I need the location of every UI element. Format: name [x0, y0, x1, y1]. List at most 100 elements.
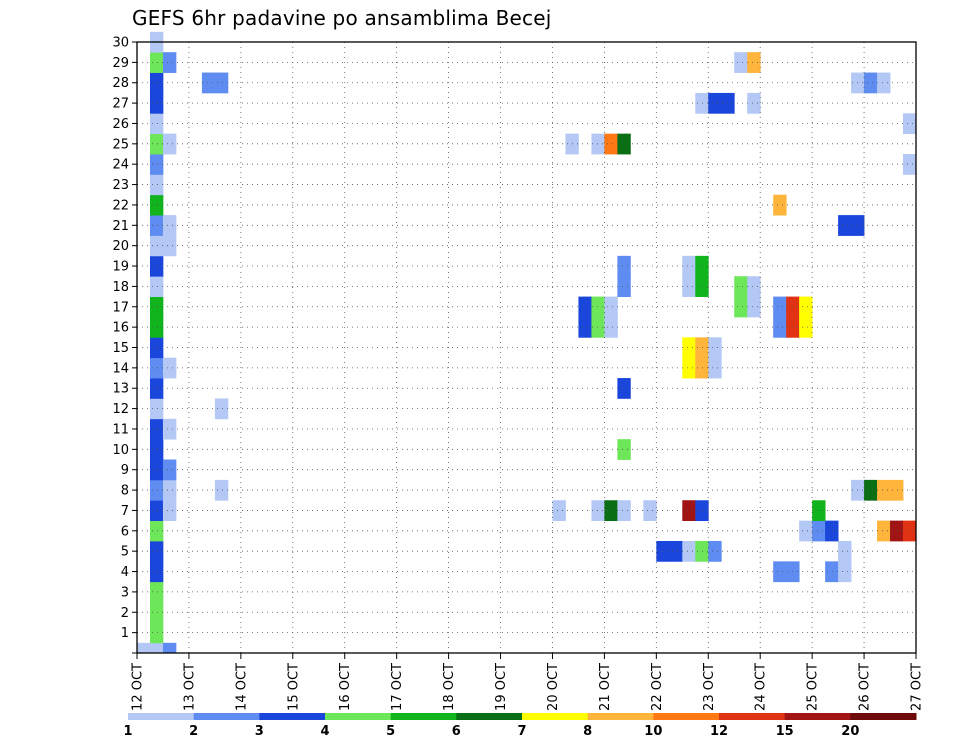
heatmap-cell — [799, 520, 813, 542]
heatmap-cell — [734, 52, 748, 73]
legend-label: 10 — [644, 724, 662, 739]
y-tick-label: 20 — [112, 239, 129, 254]
heatmap-cell — [890, 479, 904, 501]
legend-label: 1 — [123, 724, 132, 739]
heatmap-cell — [903, 520, 917, 542]
heatmap-cell — [149, 296, 164, 318]
heatmap-cell — [617, 378, 631, 399]
heatmap-cell — [773, 296, 787, 318]
heatmap-cell — [890, 520, 904, 542]
x-tick-label: 19 OCT — [494, 663, 509, 711]
heatmap-cell — [695, 92, 709, 114]
heatmap-cell — [799, 296, 813, 318]
heatmap-cell — [214, 479, 229, 501]
heatmap-cell — [825, 520, 839, 542]
heatmap-cell — [604, 296, 618, 318]
heatmap-cell — [695, 357, 709, 379]
heatmap-cell — [578, 316, 592, 338]
heatmap-cell — [149, 52, 164, 73]
legend-swatch — [128, 713, 195, 720]
heatmap-cell — [643, 500, 657, 522]
y-tick-label: 4 — [121, 565, 129, 580]
y-tick-label: 18 — [112, 280, 129, 295]
heatmap-cell — [149, 540, 164, 562]
y-tick-label: 16 — [112, 321, 129, 336]
legend-swatch — [259, 713, 326, 720]
legend-label: 3 — [255, 724, 264, 739]
legend-swatch — [653, 713, 720, 720]
x-tick-label: 26 OCT — [858, 663, 873, 711]
legend-swatch — [456, 713, 523, 720]
x-tick-label: 14 OCT — [234, 663, 249, 711]
heatmap-cell — [162, 459, 177, 481]
heatmap-cell — [149, 92, 164, 114]
heatmap-cell — [149, 622, 164, 644]
y-tick-label: 25 — [112, 137, 129, 152]
heatmap-cell — [682, 357, 696, 379]
heatmap-cell — [149, 418, 164, 440]
heatmap-cell — [591, 296, 605, 318]
heatmap-cell — [864, 479, 878, 501]
legend-label: 20 — [841, 724, 859, 739]
heatmap-cell — [214, 398, 229, 420]
grid-lines — [137, 42, 916, 653]
heatmap-cell — [747, 276, 761, 297]
heatmap-cell — [149, 174, 164, 196]
heatmap-cell — [708, 357, 722, 379]
heatmap-cell — [682, 255, 696, 277]
heatmap-cell — [162, 215, 177, 236]
heatmap-cells — [137, 31, 917, 654]
heatmap-cell — [734, 276, 748, 297]
x-tick-label: 18 OCT — [442, 663, 457, 711]
y-tick-label: 8 — [121, 484, 129, 499]
legend-swatch — [850, 713, 917, 720]
heatmap-cell — [149, 215, 164, 236]
x-tick-label: 20 OCT — [546, 663, 561, 711]
heatmap-cell — [162, 133, 177, 155]
x-tick-label: 15 OCT — [286, 663, 301, 711]
chart-title: GEFS 6hr padavine po ansamblima Becej — [132, 6, 552, 30]
heatmap-cell — [617, 133, 631, 155]
y-tick-label: 1 — [121, 626, 129, 641]
heatmap-cell — [604, 133, 618, 155]
heatmap-cell — [747, 296, 761, 318]
heatmap-cell — [149, 194, 164, 216]
x-tick-label: 23 OCT — [702, 663, 717, 711]
heatmap-cell — [149, 357, 164, 379]
heatmap-cell — [149, 255, 164, 277]
heatmap-cell — [838, 540, 852, 562]
y-tick-label: 7 — [121, 504, 129, 519]
y-tick-label: 24 — [112, 158, 129, 173]
heatmap-cell — [617, 439, 631, 460]
y-tick-label: 9 — [121, 463, 129, 478]
heatmap-cell — [149, 459, 164, 481]
heatmap-cell — [149, 72, 164, 94]
legend-swatch — [522, 713, 589, 720]
heatmap-cell — [682, 276, 696, 297]
heatmap-cell — [838, 215, 852, 236]
heatmap-cell — [773, 316, 787, 338]
heatmap-cell — [864, 72, 878, 94]
heatmap-cell — [162, 52, 177, 73]
x-tick-label: 17 OCT — [390, 663, 405, 711]
heatmap-cell — [747, 52, 761, 73]
heatmap-cell — [682, 337, 696, 359]
heatmap-cell — [162, 357, 177, 379]
heatmap-cell — [591, 133, 605, 155]
heatmap-cell — [734, 296, 748, 318]
heatmap-cell — [149, 154, 164, 175]
y-tick-label: 11 — [112, 422, 129, 437]
y-tick-label: 3 — [121, 585, 129, 600]
y-tick-label: 12 — [112, 402, 129, 417]
heatmap-cell — [149, 398, 164, 420]
y-tick-label: 28 — [112, 76, 129, 91]
heatmap-cell — [162, 418, 177, 440]
heatmap-cell — [747, 92, 761, 114]
heatmap-cell — [149, 479, 164, 501]
heatmap-cell — [149, 561, 164, 583]
heatmap-cell — [149, 133, 164, 155]
y-tick-label: 21 — [112, 219, 129, 234]
heatmap-cell — [799, 316, 813, 338]
x-axis: 12 OCT 13 OCT 14 OCT 15 OCT 16 OCT 17 OCT 18 O… — [131, 653, 925, 711]
